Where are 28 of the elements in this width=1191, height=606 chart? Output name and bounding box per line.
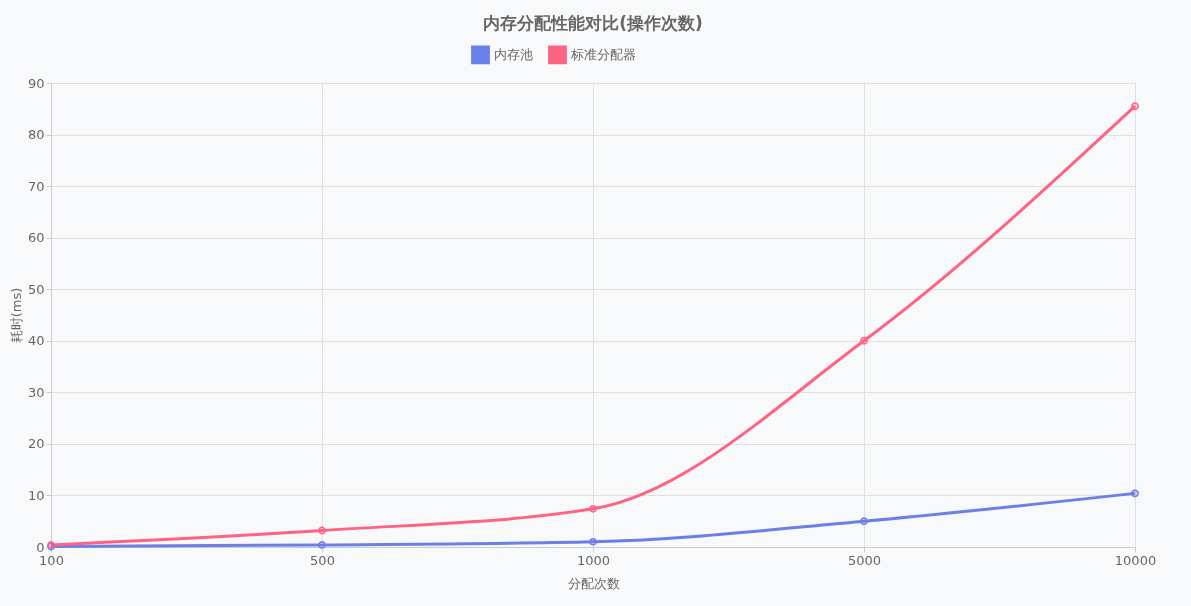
point — [860, 336, 868, 345]
y-tick-label: 10 — [27, 487, 45, 503]
legend-label: 内存池 — [494, 46, 533, 62]
chart-title: 内存分配性能对比(操作次数) — [483, 13, 703, 33]
y-tick-label: 70 — [27, 178, 45, 194]
x-tick-label: 5000 — [847, 552, 882, 568]
y-tick-label: 50 — [27, 281, 45, 297]
y-tick-label: 30 — [27, 384, 45, 400]
point — [318, 526, 326, 535]
y-tick-label: 0 — [36, 539, 45, 555]
x-tick-label: 1000 — [576, 552, 611, 568]
y-tick-label: 20 — [27, 436, 45, 452]
point — [318, 541, 326, 549]
y-tick-label: 40 — [27, 333, 45, 349]
x-tick-label: 100 — [39, 552, 64, 568]
point — [589, 504, 597, 513]
x-tick-label: 500 — [310, 552, 335, 568]
x-axis-title: 分配次数 — [567, 575, 620, 591]
legend-label: 标准分配器 — [570, 46, 636, 62]
y-tick-label: 60 — [27, 230, 45, 246]
point — [589, 537, 597, 546]
point — [1131, 102, 1139, 111]
y-tick-label: 90 — [27, 75, 45, 91]
y-axis-title: 耗时(ms) — [8, 287, 24, 344]
point — [860, 517, 868, 526]
y-tick-label: 80 — [27, 127, 45, 143]
point — [1131, 489, 1139, 498]
x-tick-label: 10000 — [1114, 552, 1157, 568]
